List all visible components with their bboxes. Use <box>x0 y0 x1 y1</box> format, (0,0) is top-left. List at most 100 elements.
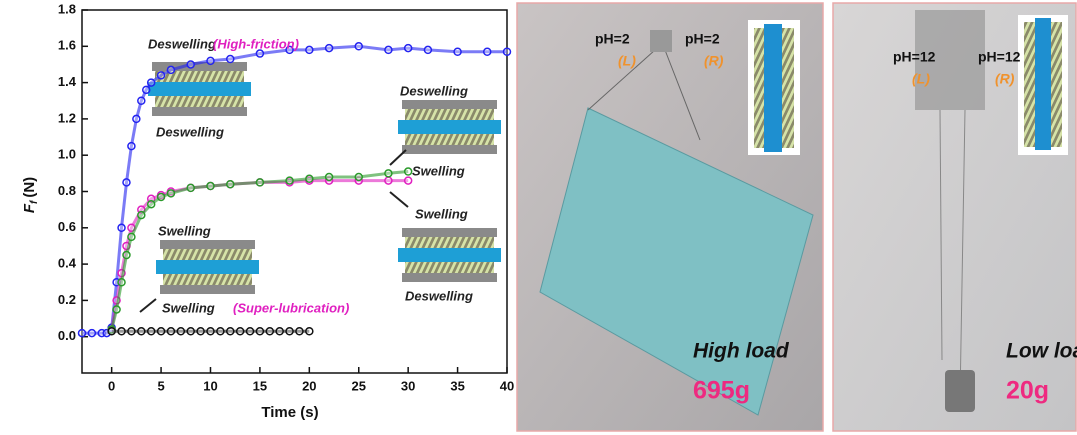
load-label: High load <box>693 340 790 363</box>
stack-brush <box>155 96 244 107</box>
data-point <box>138 212 145 219</box>
data-point <box>128 233 135 240</box>
x-tick-label: 35 <box>450 378 464 393</box>
stack-plate <box>402 145 497 154</box>
data-point <box>227 328 234 335</box>
data-point <box>187 61 194 68</box>
figure: pH=2pH=2(L)(R)High load695gpH=12pH=12(L)… <box>0 0 1077 435</box>
data-point <box>118 328 125 335</box>
data-point <box>148 201 155 208</box>
stack-brush <box>405 237 494 248</box>
data-point <box>405 45 412 52</box>
stack-core <box>398 120 501 134</box>
annotation: Swelling <box>158 223 211 238</box>
data-point <box>217 328 224 335</box>
data-point <box>197 328 204 335</box>
data-point <box>123 252 130 259</box>
data-point <box>108 328 115 335</box>
stack-core <box>398 248 501 262</box>
data-point <box>207 328 214 335</box>
y-tick-label: 0.0 <box>58 328 76 343</box>
data-point <box>306 46 313 53</box>
annotation: (Super-lubrication) <box>233 300 349 315</box>
x-tick-label: 30 <box>401 378 415 393</box>
data-point <box>385 170 392 177</box>
data-point <box>123 179 130 186</box>
side-label: (L) <box>912 71 930 87</box>
ph-label: pH=2 <box>595 31 630 47</box>
data-point <box>88 330 95 337</box>
photo-panel <box>833 3 1076 431</box>
stack-plate <box>152 107 247 116</box>
x-tick-label: 5 <box>157 378 164 393</box>
data-point <box>148 328 155 335</box>
y-tick-label: 0.2 <box>58 292 76 307</box>
y-tick-label: 0.6 <box>58 219 76 234</box>
annotation: Deswelling <box>148 36 216 51</box>
stack-core <box>148 82 251 96</box>
stack-brush <box>405 109 494 120</box>
stack-plate <box>160 240 255 249</box>
data-point <box>143 86 150 93</box>
ph-label: pH=2 <box>685 31 720 47</box>
data-point <box>118 224 125 231</box>
photo-panel <box>517 3 823 431</box>
data-point <box>133 115 140 122</box>
data-point <box>424 46 431 53</box>
stack-plate <box>402 273 497 282</box>
data-point <box>355 173 362 180</box>
annotation: Swelling <box>412 163 465 178</box>
stack-core <box>156 260 259 274</box>
annotation: (High-friction) <box>213 36 299 51</box>
annotation: Deswelling <box>400 83 468 98</box>
y-tick-label: 1.8 <box>58 1 76 16</box>
data-point <box>405 177 412 184</box>
annotation: Swelling <box>162 300 215 315</box>
data-point <box>138 328 145 335</box>
page: {"chart_data": {"type": "line", "xlabel"… <box>0 0 1077 435</box>
stack-brush <box>163 274 252 285</box>
y-axis-label: Ff(N) <box>21 177 40 213</box>
data-point <box>256 179 263 186</box>
y-tick-label: 1.0 <box>58 147 76 162</box>
mass-label: 20g <box>1006 377 1049 405</box>
x-tick-label: 25 <box>352 378 366 393</box>
data-point <box>326 173 333 180</box>
ph-label: pH=12 <box>978 49 1021 65</box>
stack-brush <box>163 249 252 260</box>
y-tick-label: 1.6 <box>58 38 76 53</box>
data-point <box>484 48 491 55</box>
plot-frame <box>82 10 507 373</box>
data-point <box>266 328 273 335</box>
data-point <box>306 328 313 335</box>
data-point <box>187 328 194 335</box>
y-tick-label: 1.2 <box>58 110 76 125</box>
load-label: Low load <box>1006 340 1077 363</box>
mass-label: 695g <box>693 377 750 405</box>
side-label: (R) <box>704 53 724 69</box>
side-label: (R) <box>995 71 1015 87</box>
data-point <box>167 190 174 197</box>
data-point <box>167 328 174 335</box>
y-label-unit: (N) <box>21 177 38 198</box>
data-point <box>385 177 392 184</box>
annotation: Deswelling <box>156 124 224 139</box>
x-tick-label: 10 <box>203 378 217 393</box>
data-point <box>113 306 120 313</box>
data-point <box>138 97 145 104</box>
data-point <box>207 57 214 64</box>
data-point <box>385 46 392 53</box>
stack-brush <box>405 134 494 145</box>
data-point <box>148 79 155 86</box>
data-point <box>256 328 263 335</box>
arrow <box>390 192 408 207</box>
data-point <box>326 45 333 52</box>
data-point <box>158 328 165 335</box>
data-point <box>128 328 135 335</box>
data-point <box>118 279 125 286</box>
data-point <box>167 66 174 73</box>
data-point <box>79 330 86 337</box>
y-tick-label: 1.4 <box>58 74 77 89</box>
data-point <box>158 193 165 200</box>
x-tick-label: 0 <box>108 378 115 393</box>
